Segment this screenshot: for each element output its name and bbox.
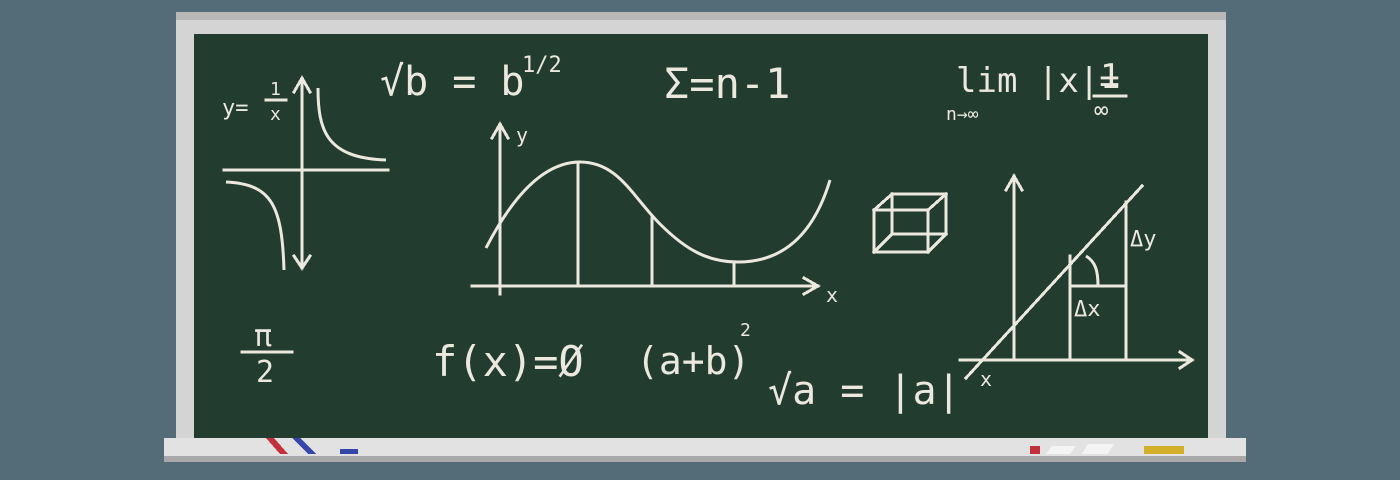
curve-graph: y x	[470, 120, 838, 307]
ab-squared-formula: (a+b)	[636, 339, 750, 383]
cube-edge-1	[871, 191, 895, 213]
red-chalk-stub[interactable]	[1030, 446, 1040, 454]
limit-formula: lim |x|=	[956, 61, 1120, 101]
slope-y-arrow	[1003, 172, 1025, 193]
slope-line	[963, 183, 1145, 381]
hyperbola-denominator: x	[270, 104, 281, 125]
cube-drawing	[871, 191, 949, 255]
hyperbola-branch-upper	[316, 87, 387, 162]
sum-formula: Σ=n-1	[664, 59, 790, 108]
slope-graph: Δy Δx x	[958, 172, 1195, 391]
sqrt-a-formula: √a = |a|	[768, 368, 961, 414]
sqrt-b-exponent: 1/2	[522, 53, 562, 78]
board-frame-shadow	[176, 12, 1226, 20]
hyperbola-branch-lower	[225, 180, 286, 271]
slope-delta-x: Δx	[1074, 297, 1101, 322]
cube-edge-2	[925, 191, 949, 213]
cube-edge-4	[871, 231, 895, 255]
slope-delta-y: Δy	[1130, 227, 1157, 252]
limit-infinity: ∞	[1094, 96, 1108, 124]
hyperbola-graph: y= 1 x	[222, 74, 390, 271]
curve-y-label: y	[516, 123, 528, 147]
board-surface	[194, 34, 1208, 438]
pi-numerator: π	[254, 319, 272, 354]
sqrt-b-formula: √b = b	[380, 59, 525, 105]
cube-back-face	[890, 192, 948, 236]
ab-squared-exponent: 2	[740, 320, 751, 341]
slope-x-arrow	[1177, 349, 1195, 371]
limit-value: 1	[1100, 57, 1120, 97]
yellow-chalk-piece[interactable]	[1144, 446, 1184, 454]
curve-x-label: x	[826, 283, 838, 307]
chalk-pieces	[266, 438, 1184, 454]
hyperbola-y-arrow-top	[291, 74, 313, 95]
chalk-tray	[164, 438, 1246, 460]
hyperbola-numerator: 1	[270, 79, 281, 100]
fx-formula: f(x)=Ø	[432, 337, 584, 386]
blue-chalk-stub[interactable]	[340, 449, 358, 454]
limit-subscript: n→∞	[946, 104, 979, 125]
cube-front-face	[872, 208, 930, 254]
blue-chalk-piece[interactable]	[292, 438, 316, 454]
curve-y-arrow	[489, 120, 511, 141]
slope-angle-arc	[1085, 254, 1100, 287]
red-chalk-piece[interactable]	[266, 438, 288, 454]
white-chalk-piece[interactable]	[1046, 446, 1076, 454]
chalk-tray-edge	[164, 456, 1246, 462]
pi-denominator: 2	[256, 355, 274, 390]
curve-line	[484, 160, 832, 264]
slope-angle-label: x	[980, 367, 992, 391]
curve-x-arrow	[801, 275, 822, 297]
hyperbola-lhs: y=	[222, 96, 249, 121]
white-chalk-piece-2[interactable]	[1082, 444, 1114, 454]
cube-edge-3	[925, 231, 949, 255]
hyperbola-y-arrow-bottom	[291, 253, 313, 271]
